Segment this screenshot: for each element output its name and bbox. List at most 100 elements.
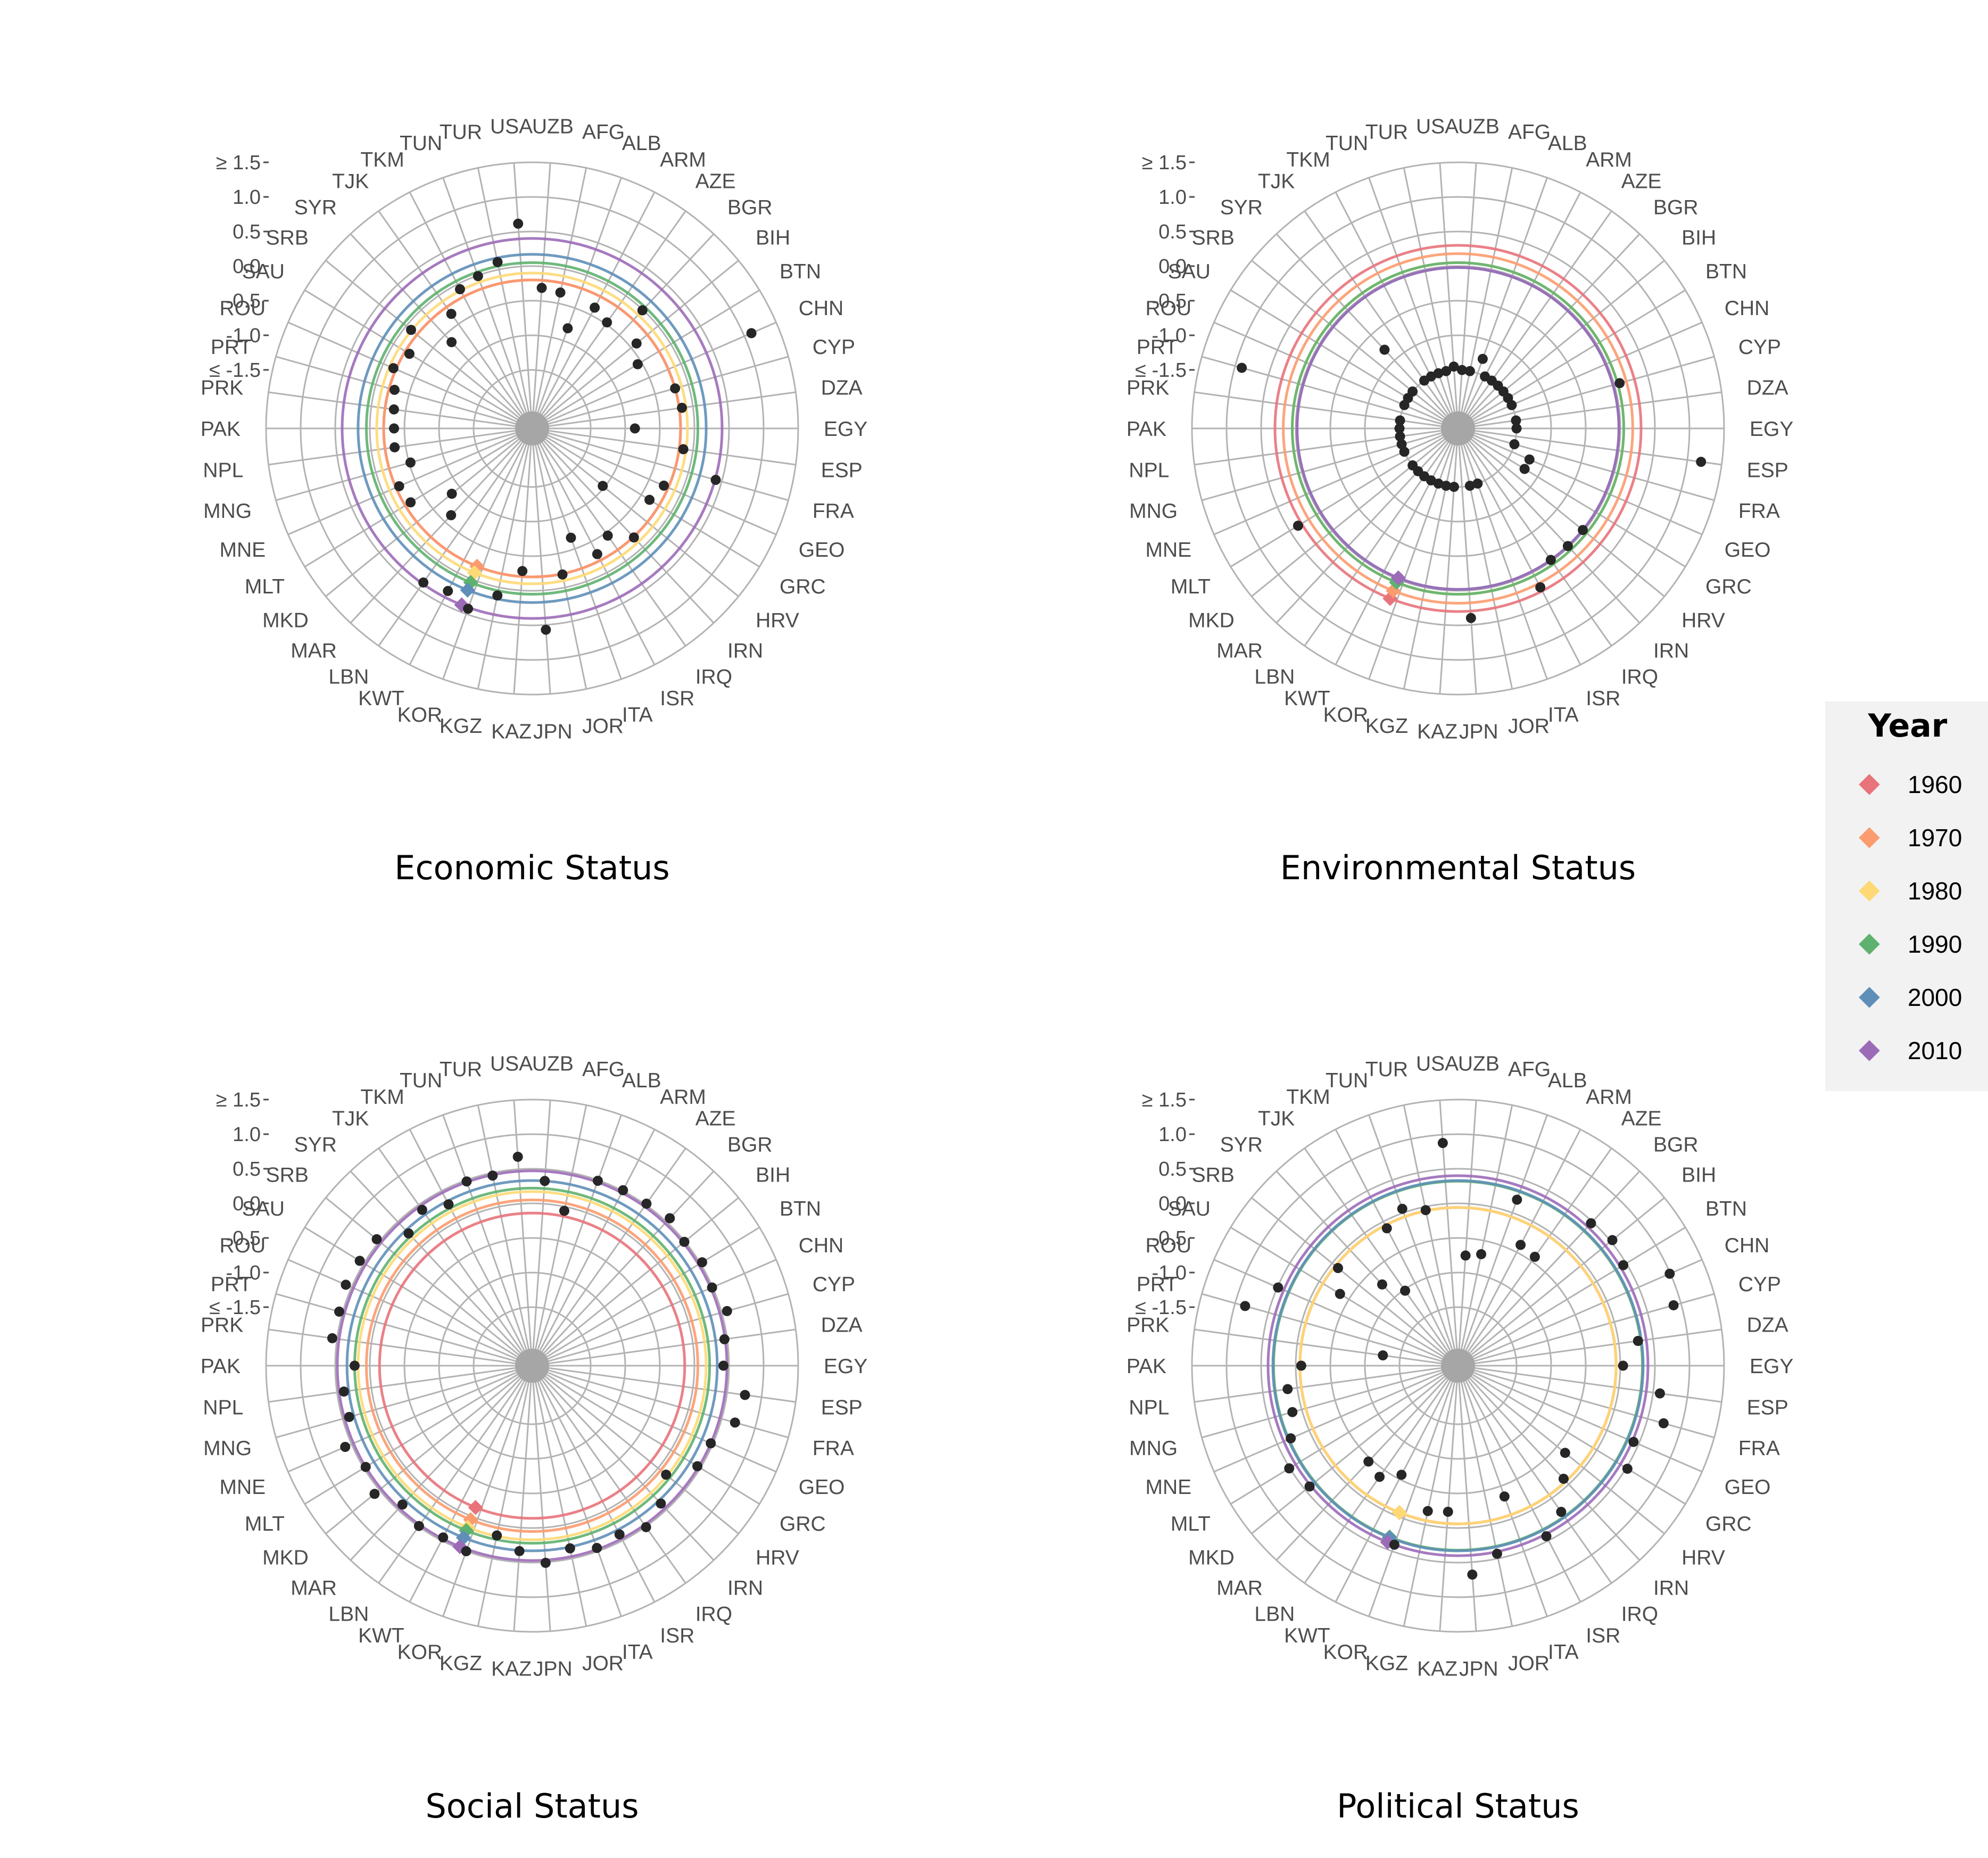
point-aze [602, 317, 612, 328]
mean-circle-1980 [375, 271, 689, 585]
point-irq [1556, 1507, 1567, 1517]
point-tur [1441, 366, 1452, 376]
point-irq [602, 530, 613, 541]
country-label-afg: AFG [1508, 1058, 1551, 1081]
point-kaz [1448, 482, 1459, 492]
center-hub [1441, 1349, 1475, 1383]
country-label-esp: ESP [821, 459, 863, 482]
country-label-jpn: JPN [1459, 721, 1498, 744]
spoke [1466, 1366, 1722, 1403]
spoke [304, 1369, 526, 1505]
point-uzb [1460, 1250, 1471, 1261]
spoke [1464, 432, 1686, 568]
point-cyp [670, 383, 681, 394]
point-mne [394, 481, 404, 492]
spoke [276, 356, 524, 427]
country-label-usa: USA [490, 1052, 533, 1075]
point-prk [327, 1333, 337, 1343]
country-label-lbn: LBN [1254, 1603, 1295, 1626]
spoke [532, 1374, 551, 1631]
point-npl [390, 442, 400, 453]
point-usa [512, 1152, 523, 1162]
country-label-irn: IRN [1653, 1577, 1689, 1600]
y-tick-label: ≥ 1.5 [216, 1089, 261, 1111]
spoke [1251, 260, 1452, 424]
point-usa [1448, 361, 1459, 372]
country-label-uzb: UZB [532, 115, 574, 138]
y-tick-label: 0.5 [1158, 1158, 1187, 1180]
country-label-tun: TUN [400, 1069, 442, 1092]
country-label-sau: SAU [242, 260, 285, 283]
country-label-lbn: LBN [328, 1603, 369, 1626]
spoke [1459, 168, 1513, 420]
panel-environmental-status: ≥ 1.5 1.0 0.5 0.0 -0.5 -1.0 ≤ -1.5 UZB AFGALBARM… [1126, 115, 1794, 887]
country-label-egy: EGY [1750, 418, 1793, 441]
mean-marker-2000 [460, 582, 475, 598]
spoke [1335, 1129, 1455, 1359]
spoke [1466, 1367, 1714, 1439]
spoke [1230, 432, 1452, 568]
spoke [1202, 430, 1450, 501]
y-tick-label: ≥ 1.5 [1142, 152, 1187, 174]
mean-circle-1960 [1273, 244, 1643, 613]
point-jpn [540, 1557, 551, 1568]
country-label-arm: ARM [1586, 148, 1632, 171]
point-ita [592, 1543, 602, 1554]
country-label-aze: AZE [695, 1107, 736, 1130]
spoke [1466, 391, 1722, 428]
country-label-grc: GRC [1705, 575, 1752, 598]
mean-circle-1970 [365, 1199, 699, 1533]
mean-marker-2010 [1390, 570, 1406, 585]
point-mlt [360, 1461, 371, 1472]
point-tun [473, 271, 483, 282]
spoke [513, 1100, 533, 1358]
point-mne [1286, 1433, 1296, 1444]
spoke [538, 1370, 739, 1534]
spoke [537, 1170, 715, 1360]
point-bgr [665, 1213, 675, 1224]
country-label-syr: SYR [294, 1133, 337, 1156]
point-kor [463, 604, 474, 614]
country-label-tjk: TJK [1258, 1107, 1295, 1130]
mean-circle-2010 [1296, 266, 1620, 591]
spoke [1403, 1105, 1457, 1358]
point-kor [461, 1546, 471, 1557]
point-fra [730, 1417, 740, 1428]
point-srb [1333, 1263, 1344, 1274]
point-esp [1696, 457, 1707, 467]
panel-title-social-status: Social Status [425, 1787, 639, 1826]
point-mkd [1407, 460, 1418, 470]
spoke [540, 321, 777, 426]
point-jpn [1467, 1569, 1478, 1580]
spoke [409, 1129, 529, 1359]
spoke [1466, 428, 1722, 466]
y-tick-label: ≥ 1.5 [1142, 1089, 1187, 1111]
point-kaz [517, 566, 528, 576]
point-tjk [1400, 1285, 1411, 1296]
spoke [1465, 1259, 1703, 1364]
y-tick-label: 0.0 [1158, 255, 1187, 278]
country-label-jor: JOR [582, 715, 624, 738]
spoke [540, 431, 777, 535]
country-label-sau: SAU [1168, 260, 1211, 283]
spoke [1251, 1370, 1452, 1534]
country-label-cyp: CYP [813, 1273, 855, 1296]
mean-marker-1980 [1391, 1505, 1407, 1521]
legend: Year 1960 1970 1980 1990 2000 2010 [1825, 701, 1988, 1091]
country-label-prk: PRK [201, 376, 243, 399]
legend-box [1825, 701, 1988, 1091]
point-npl [1282, 1384, 1293, 1394]
spoke [1304, 435, 1454, 647]
point-alb [562, 323, 573, 334]
point-ita [566, 532, 576, 543]
country-label-kwt: KWT [1284, 687, 1330, 710]
point-kwt [443, 585, 453, 596]
spoke [534, 1114, 622, 1358]
point-rou [341, 1279, 351, 1290]
point-egy [629, 423, 640, 434]
point-bih [1607, 1235, 1618, 1245]
country-label-fra: FRA [813, 1437, 854, 1460]
center-hub [515, 1349, 549, 1383]
spoke [1439, 163, 1459, 420]
point-grc [1519, 464, 1530, 474]
